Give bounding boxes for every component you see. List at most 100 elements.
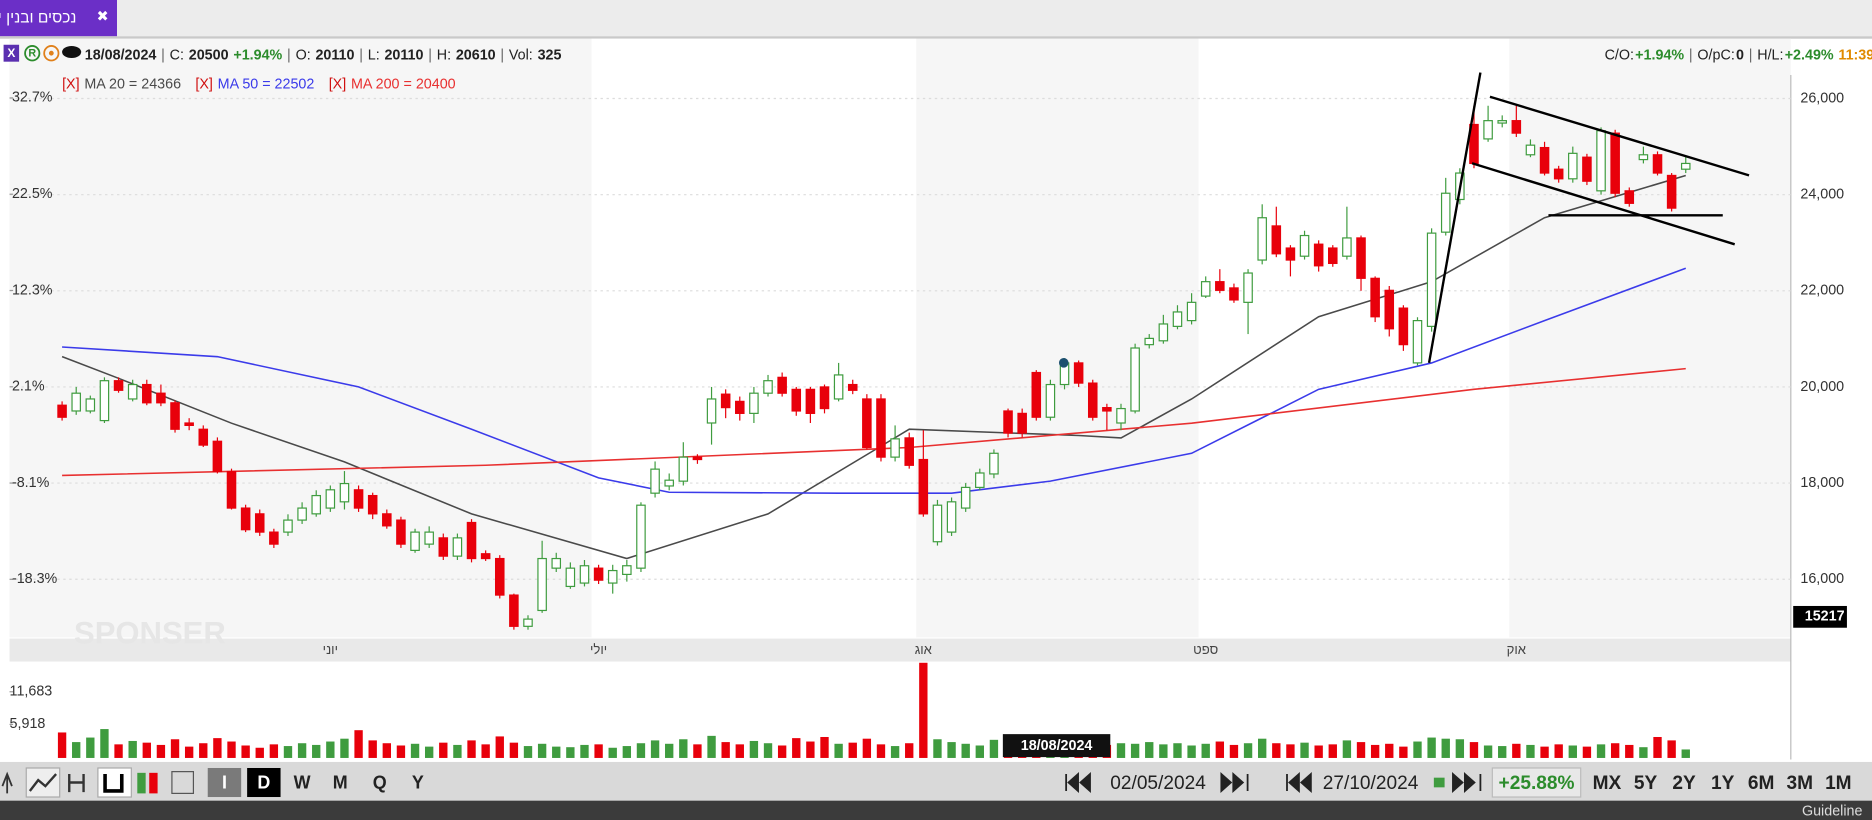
toolbar [0, 761, 1872, 801]
volume-bar [1130, 743, 1140, 758]
volume-bar [1540, 746, 1549, 758]
candle-body [1426, 232, 1437, 327]
legend-entry: MA 200 = 20400 [351, 76, 456, 92]
range-button[interactable]: 1M [1825, 773, 1852, 794]
candle-body [1328, 247, 1338, 265]
volume-bar [876, 744, 886, 758]
volume-bar [537, 743, 547, 758]
tool-icon[interactable] [68, 774, 85, 793]
volume-bar [1413, 741, 1422, 758]
nav-icons[interactable] [1065, 772, 1482, 793]
volume-bar [665, 743, 674, 758]
x-tick-label: ספט [1193, 642, 1218, 657]
tool-icon[interactable] [137, 772, 146, 794]
volume-bar [1300, 742, 1309, 758]
info-value: 20610 [456, 47, 496, 63]
volume-bar [213, 738, 222, 758]
volume-bar [1526, 744, 1535, 758]
volume-bar [100, 729, 109, 758]
candle-body [1370, 277, 1380, 318]
volume-bar [1582, 746, 1592, 758]
candle-body [1243, 272, 1253, 303]
range-button[interactable]: MX [1593, 773, 1622, 794]
tool-icon [103, 774, 124, 793]
tool-icon[interactable] [171, 771, 195, 794]
month-strip [9, 638, 1791, 662]
tab[interactable] [0, 0, 117, 37]
period-button[interactable]: M [333, 772, 348, 792]
volume-bar [1596, 744, 1606, 758]
tool-icon [28, 773, 57, 792]
period-button[interactable]: W [294, 772, 311, 792]
tab-title: נכסים ובנין י [0, 9, 76, 26]
volume-bar [1145, 742, 1154, 758]
candle-body [607, 569, 618, 584]
change-box [1491, 767, 1582, 798]
alert-dot[interactable] [1058, 357, 1069, 368]
candle-body [1553, 168, 1564, 180]
period-button[interactable]: Y [412, 772, 424, 792]
period-button[interactable]: Q [373, 772, 387, 792]
volume-bar [1258, 738, 1267, 758]
ma-line [62, 267, 1687, 494]
candle-body [1285, 247, 1296, 261]
candle-body [226, 470, 237, 509]
period-button[interactable]: D [257, 772, 270, 792]
candle-body [1215, 281, 1225, 291]
volume-bar [679, 739, 688, 758]
candle-body [1666, 174, 1677, 209]
volume-bar [1568, 745, 1577, 758]
volume-bar [763, 743, 773, 758]
candle-body [480, 553, 491, 560]
tab-close[interactable]: ✖ [97, 9, 109, 25]
lock-icon[interactable] [1433, 777, 1445, 788]
y2-tick-label: 22.5% [12, 186, 53, 202]
candle-body [622, 565, 632, 576]
candle-body [1313, 243, 1324, 267]
y2-tick-label: 32.7% [12, 90, 53, 106]
tool-icon[interactable] [149, 772, 158, 794]
range-button[interactable]: 3M [1787, 773, 1814, 794]
candle-body [1158, 323, 1169, 342]
volume-bar [693, 744, 702, 758]
candle-body [1186, 301, 1197, 322]
volume-bar [439, 742, 448, 758]
tab-bar [0, 0, 1872, 37]
volume-bar [594, 744, 603, 758]
tool-button[interactable] [25, 767, 61, 798]
legend-entry: MA 20 = 24366 [84, 76, 181, 92]
candle-body [735, 400, 745, 414]
candle-body [876, 398, 886, 458]
candle-body [593, 567, 604, 581]
range-button[interactable]: 5Y [1634, 773, 1658, 794]
candle-body [1610, 132, 1620, 194]
y2-tick-label: 12.3% [12, 282, 53, 298]
candle-body [749, 392, 759, 414]
volume-bar [848, 742, 857, 758]
volume-bar [1512, 743, 1521, 758]
period-button[interactable]: I [222, 772, 227, 792]
volume-bar [382, 743, 391, 758]
volume-bar [1399, 746, 1408, 758]
y-tick-label: 20,000 [1800, 379, 1844, 395]
candle-body [1299, 234, 1310, 257]
candle-body [1624, 190, 1635, 204]
volume-bar [184, 746, 194, 758]
range-button[interactable]: 2Y [1672, 773, 1696, 794]
volume-bar [580, 744, 589, 758]
info-separator: | [359, 47, 363, 63]
info-time: 11:39 [1838, 47, 1872, 63]
range-button[interactable]: 1Y [1711, 773, 1735, 794]
candle-body [269, 531, 279, 545]
volume-bar [283, 746, 293, 758]
tool-icon[interactable] [1, 771, 13, 794]
info-label: Vol: [509, 47, 533, 63]
candle-body [1652, 154, 1663, 174]
volume-bar [1272, 743, 1281, 758]
info-value: 20110 [384, 47, 423, 63]
candle-body [975, 472, 985, 489]
legend-entry: MA 50 = 22502 [218, 76, 315, 92]
stat-value: +2.49% [1785, 47, 1834, 63]
icon [43, 45, 60, 62]
range-button[interactable]: 6M [1748, 773, 1775, 794]
